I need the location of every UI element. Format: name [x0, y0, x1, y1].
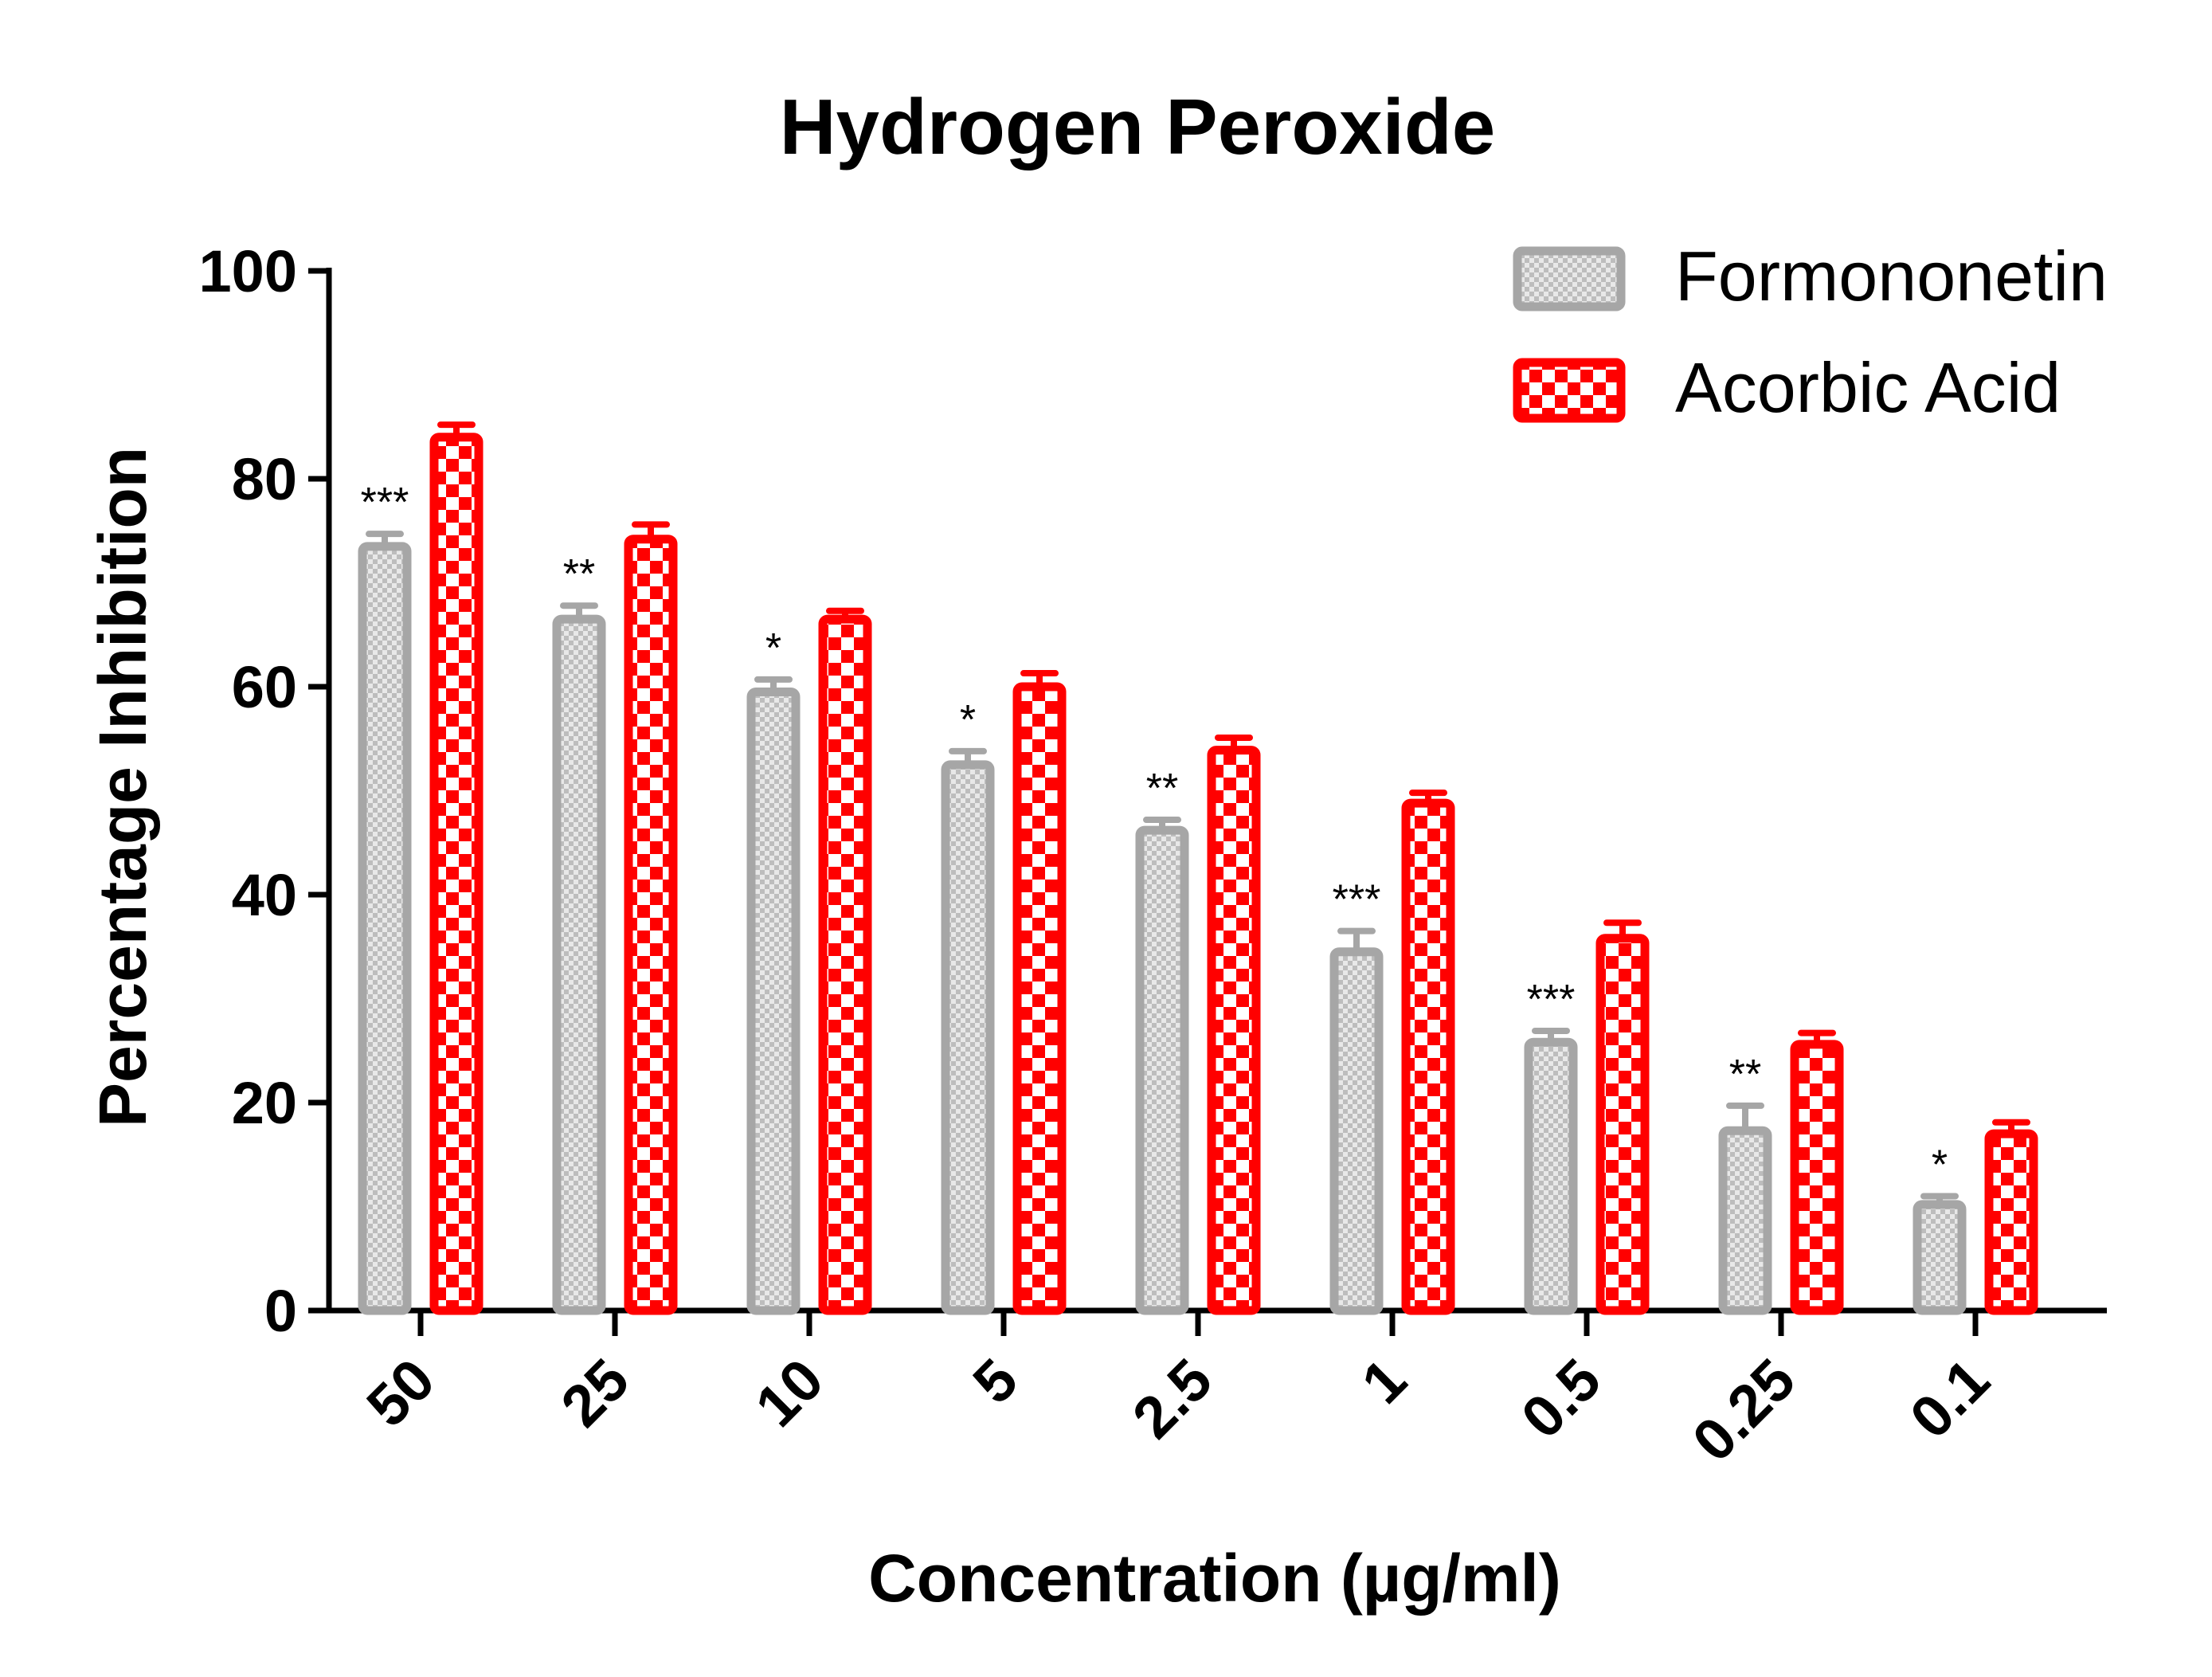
y-axis-label: Percentage Inhibition [85, 447, 160, 1127]
bar-1-1 [624, 535, 678, 1315]
bar-1-2 [818, 614, 872, 1315]
significance-label-1: ** [563, 551, 595, 598]
significance-label-8: * [1932, 1142, 1948, 1188]
x-tick-label-1: 25 [548, 1346, 641, 1440]
significance-label-5: *** [1333, 877, 1381, 923]
bar-0-0 [358, 542, 412, 1315]
bar-1-6 [1595, 934, 1650, 1315]
bar-0-1 [552, 614, 606, 1315]
bar-1-5 [1401, 798, 1455, 1315]
bar-0-2 [746, 688, 801, 1315]
x-tick-label-7: 0.25 [1680, 1346, 1808, 1475]
bar-1-8 [1984, 1129, 2038, 1315]
x-tick-label-6: 0.5 [1509, 1346, 1613, 1451]
significance-label-6: *** [1527, 977, 1576, 1023]
bar-1-7 [1790, 1040, 1844, 1315]
significance-label-7: ** [1729, 1052, 1761, 1098]
significance-label-4: ** [1146, 766, 1178, 812]
legend-label-0: Formononetin [1675, 237, 2108, 315]
bar-0-5 [1329, 947, 1384, 1315]
legend-swatch-1 [1513, 358, 1626, 423]
bar-0-6 [1524, 1037, 1578, 1315]
bar-0-8 [1912, 1200, 1967, 1315]
legend: Formononetin Acorbic Acid [1513, 237, 2108, 427]
x-tick-label-3: 5 [961, 1346, 1031, 1416]
bar-1-4 [1207, 746, 1261, 1315]
significance-label-3: * [960, 697, 976, 743]
legend-label-1: Acorbic Acid [1675, 348, 2061, 427]
x-tick-label-5: 1 [1349, 1346, 1419, 1416]
x-tick-label-8: 0.1 [1897, 1346, 2002, 1451]
x-axis-label: Concentration (µg/ml) [868, 1541, 1561, 1616]
y-tick-label-20: 20 [232, 1070, 297, 1136]
bar-1-3 [1012, 682, 1067, 1315]
significance-label-0: *** [361, 480, 409, 526]
x-tick-label-2: 10 [742, 1346, 836, 1440]
y-tick-label-60: 60 [232, 654, 297, 720]
significance-label-2: * [765, 625, 781, 672]
legend-swatch-0 [1513, 246, 1626, 311]
y-tick-label-0: 0 [264, 1278, 297, 1344]
bar-1-0 [429, 433, 484, 1315]
y-tick-label-40: 40 [232, 862, 297, 928]
y-tick-label-100: 100 [199, 238, 297, 304]
bar-0-7 [1718, 1126, 1772, 1315]
bar-0-4 [1135, 825, 1189, 1315]
bar-0-3 [941, 760, 995, 1315]
x-tick-label-4: 2.5 [1120, 1346, 1224, 1451]
chart-title: Hydrogen Peroxide [780, 83, 1496, 170]
y-tick-label-80: 80 [232, 446, 297, 512]
x-tick-label-0: 50 [354, 1346, 447, 1440]
